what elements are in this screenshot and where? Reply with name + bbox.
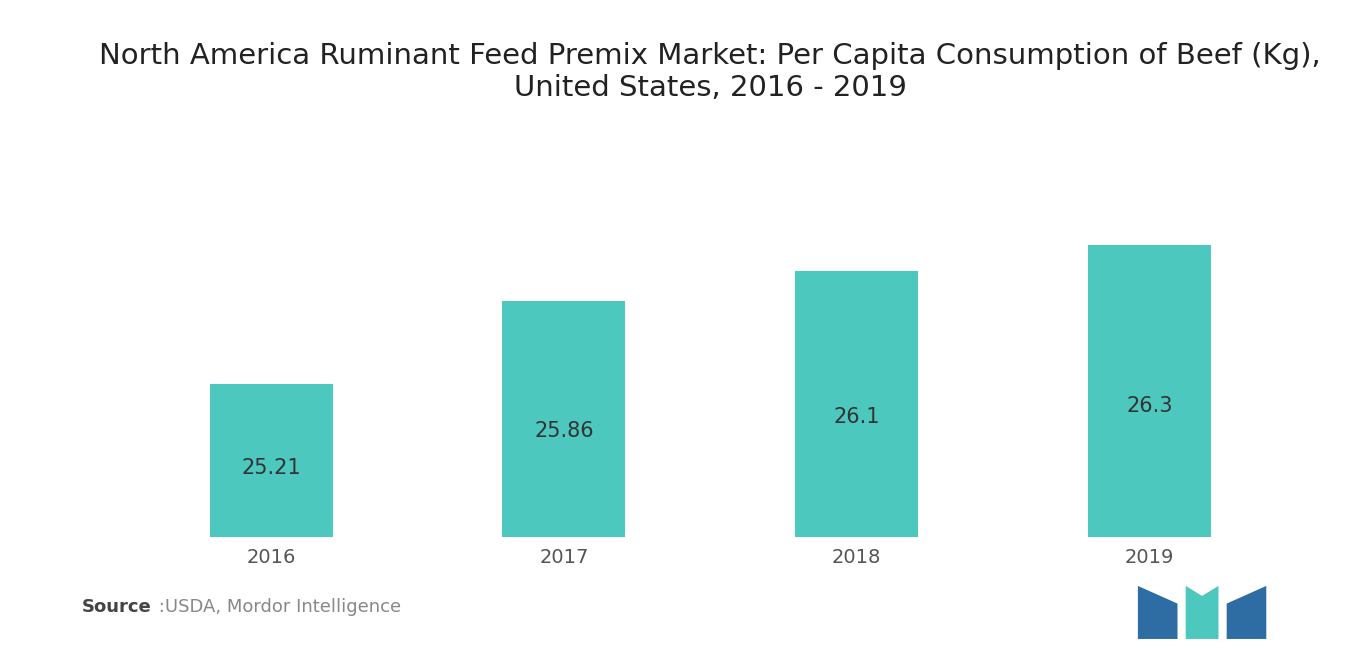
- Bar: [1087, 245, 1210, 537]
- Text: 26.1: 26.1: [833, 407, 880, 427]
- Text: 25.21: 25.21: [242, 458, 301, 478]
- Text: Source: Source: [82, 598, 152, 616]
- Polygon shape: [1186, 586, 1218, 639]
- Bar: [503, 301, 626, 537]
- Bar: [795, 271, 918, 537]
- Bar: [210, 384, 333, 537]
- Text: 25.86: 25.86: [534, 421, 594, 441]
- Text: :USDA, Mordor Intelligence: :USDA, Mordor Intelligence: [153, 598, 402, 616]
- Text: 26.3: 26.3: [1126, 396, 1172, 416]
- Polygon shape: [1227, 586, 1266, 639]
- Title: North America Ruminant Feed Premix Market: Per Capita Consumption of Beef (Kg),
: North America Ruminant Feed Premix Marke…: [100, 42, 1321, 102]
- Polygon shape: [1138, 586, 1177, 639]
